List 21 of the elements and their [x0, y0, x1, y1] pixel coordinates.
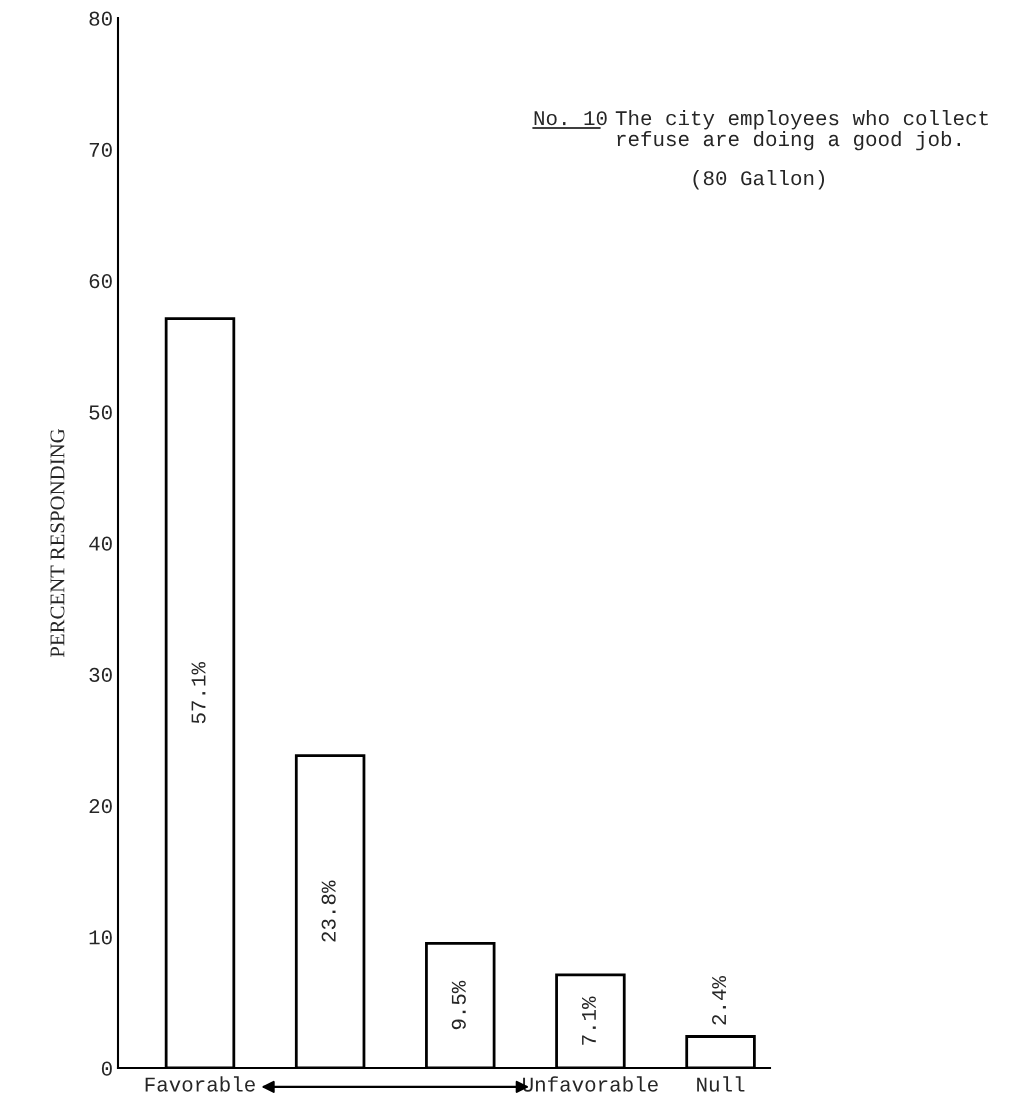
y-tick-label: 80	[89, 11, 112, 26]
x-tick-label: Unfavorable	[523, 1076, 658, 1092]
y-tick-label: 60	[89, 274, 112, 289]
x-tick-label: Favorable	[145, 1076, 255, 1092]
data-label: 7.1%	[581, 996, 596, 1045]
data-label: 2.4%	[712, 975, 727, 1025]
text: The city employees who collect refuse are doing a good job.	[615, 110, 988, 151]
y-tick-label: 20	[89, 799, 112, 814]
data-label: 9.5%	[451, 980, 466, 1030]
y-tick-label: 70	[89, 142, 112, 157]
y-tick-label: 0	[101, 1061, 112, 1076]
y-tick-label: 10	[89, 930, 112, 945]
data-label: 23.8%	[321, 880, 336, 942]
y-tick-label: 50	[89, 405, 112, 420]
x-tick-label: Null	[697, 1076, 745, 1092]
y-tick-label: 40	[89, 536, 112, 551]
y-axis-title: PERCENT RESPONDING	[50, 428, 65, 658]
annotation: (80 Gallon)	[693, 170, 825, 190]
text: No. 10	[534, 111, 607, 126]
y-tick-label: 30	[89, 667, 112, 682]
data-label: 57.1%	[191, 662, 206, 724]
